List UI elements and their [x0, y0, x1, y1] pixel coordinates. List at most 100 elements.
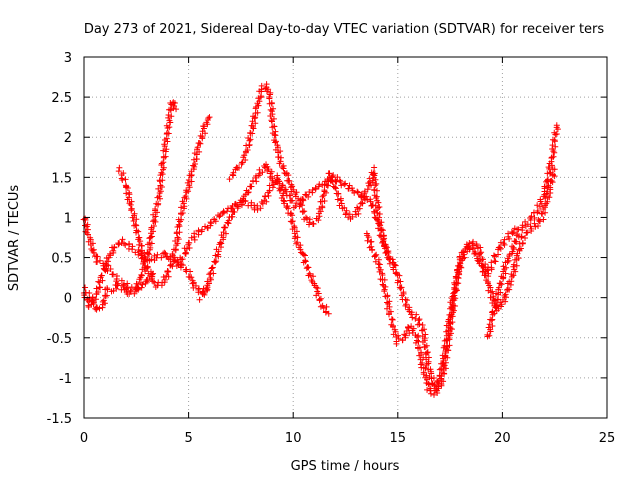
data-point — [158, 254, 165, 261]
data-point — [415, 317, 422, 324]
data-point — [319, 193, 326, 200]
data-point — [372, 252, 379, 259]
data-point — [252, 120, 259, 127]
data-point — [164, 129, 171, 136]
data-point — [98, 272, 105, 279]
data-point — [165, 273, 172, 280]
data-point — [269, 173, 276, 180]
data-point — [266, 182, 273, 189]
data-point — [506, 235, 513, 242]
data-point — [374, 209, 381, 216]
data-point — [107, 266, 114, 273]
data-point — [95, 278, 102, 285]
data-point — [84, 231, 91, 238]
data-point — [190, 162, 197, 169]
data-point — [191, 163, 198, 170]
data-point — [325, 310, 332, 317]
data-point — [423, 349, 430, 356]
data-point — [143, 265, 150, 272]
data-point — [320, 304, 327, 311]
data-point — [183, 245, 190, 252]
data-point — [276, 178, 283, 185]
data-point — [134, 285, 141, 292]
data-point — [511, 256, 518, 263]
data-point — [497, 280, 504, 287]
data-point — [364, 232, 371, 239]
data-point — [94, 258, 101, 265]
data-point — [293, 228, 300, 235]
data-point — [445, 318, 452, 325]
data-point — [386, 303, 393, 310]
data-point — [252, 105, 259, 112]
data-point — [231, 208, 238, 215]
data-point — [486, 282, 493, 289]
data-point — [188, 178, 195, 185]
data-point — [343, 207, 350, 214]
data-point — [191, 230, 198, 237]
data-point — [430, 374, 437, 381]
data-point — [546, 160, 553, 167]
data-point — [383, 244, 390, 251]
data-point — [460, 251, 467, 258]
data-point — [252, 114, 259, 121]
data-point — [448, 295, 455, 302]
data-point — [427, 390, 434, 397]
data-point — [537, 198, 544, 205]
data-point — [412, 339, 419, 346]
chart-title: Day 273 of 2021, Sidereal Day-to-day VTE… — [84, 22, 605, 37]
data-point — [93, 253, 100, 260]
data-point — [122, 286, 129, 293]
data-point — [428, 368, 435, 375]
data-point — [371, 192, 378, 199]
data-point — [316, 296, 323, 303]
data-point — [371, 187, 378, 194]
data-point — [257, 94, 264, 101]
data-point — [491, 302, 498, 309]
data-point — [422, 351, 429, 358]
data-point — [141, 258, 148, 265]
data-point — [148, 224, 155, 231]
data-point — [497, 239, 504, 246]
data-point — [283, 204, 290, 211]
data-point — [454, 266, 461, 273]
data-point — [119, 176, 126, 183]
data-point — [404, 323, 411, 330]
data-point — [175, 221, 182, 228]
data-point — [368, 238, 375, 245]
data-point — [188, 168, 195, 175]
data-point — [284, 203, 291, 210]
data-point — [378, 233, 385, 240]
data-point — [366, 175, 373, 182]
data-point — [485, 324, 492, 331]
tick-labels: 0 5 10 15 20 25 -1.5 -1 -0.5 0 0.5 1 1.5 2 2.5 3 — [47, 51, 616, 446]
data-point — [82, 284, 89, 291]
data-point — [524, 221, 531, 228]
data-point — [346, 211, 353, 218]
data-point — [314, 285, 321, 292]
data-point — [369, 246, 376, 253]
data-point — [303, 192, 310, 199]
data-point — [169, 252, 176, 259]
data-point — [167, 106, 174, 113]
series-points — [80, 81, 561, 398]
data-point — [228, 205, 235, 212]
data-point — [195, 286, 202, 293]
x-tick-label: 15 — [390, 431, 407, 446]
data-point — [476, 251, 483, 258]
data-point — [390, 331, 397, 338]
data-point — [372, 182, 379, 189]
data-point — [211, 258, 218, 265]
data-point — [247, 136, 254, 143]
data-point — [158, 160, 165, 167]
data-point — [160, 153, 167, 160]
data-point — [490, 252, 497, 259]
data-point — [487, 289, 494, 296]
data-point — [510, 261, 517, 268]
data-point — [114, 282, 121, 289]
data-point — [386, 310, 393, 317]
data-point — [116, 164, 123, 171]
data-point — [131, 290, 138, 297]
data-point — [160, 159, 167, 166]
data-point — [276, 187, 283, 194]
data-point — [385, 250, 392, 257]
